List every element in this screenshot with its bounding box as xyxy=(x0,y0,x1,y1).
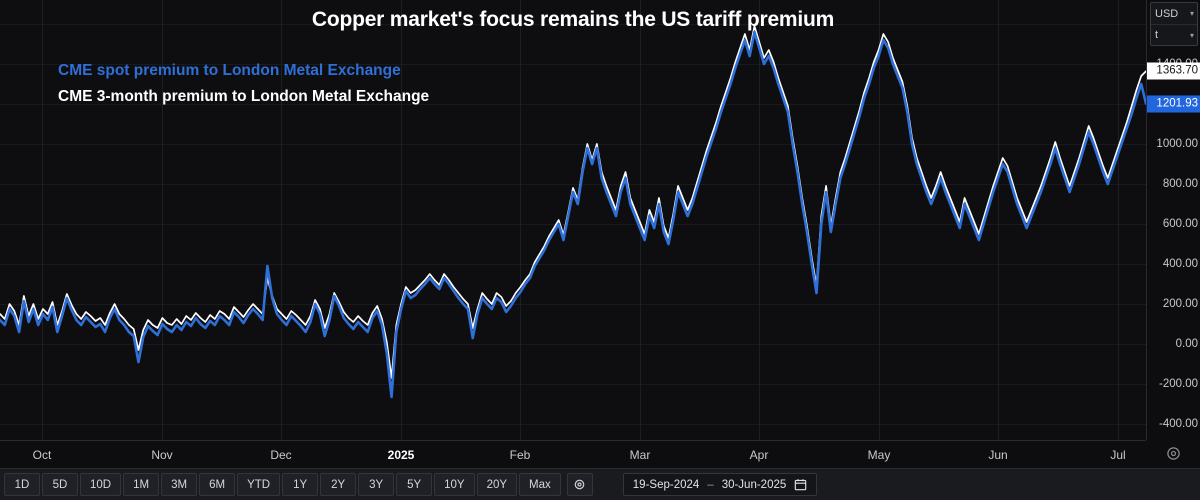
range-button-1y[interactable]: 1Y xyxy=(282,473,319,496)
axis-settings-gear-icon[interactable] xyxy=(1166,446,1181,461)
time-axis-tick-label: Apr xyxy=(749,448,769,462)
range-button-3y[interactable]: 3Y xyxy=(358,473,395,496)
gridline-horizontal xyxy=(0,224,1146,225)
gridline-vertical xyxy=(281,0,282,440)
chart-plot-area[interactable]: Copper market's focus remains the US tar… xyxy=(0,0,1146,440)
gridline-horizontal xyxy=(0,304,1146,305)
date-range-to: 30-Jun-2025 xyxy=(721,478,787,491)
gridline-horizontal xyxy=(0,384,1146,385)
price-axis-tick-label: 200.00 xyxy=(1162,298,1198,310)
date-range-picker[interactable]: 19-Sep-2024 – 30-Jun-2025 xyxy=(622,473,818,496)
gridline-vertical xyxy=(520,0,521,440)
chevron-down-icon: ▾ xyxy=(1189,9,1194,18)
gridline-horizontal xyxy=(0,144,1146,145)
range-button-max[interactable]: Max xyxy=(519,473,561,496)
gridline-horizontal xyxy=(0,104,1146,105)
unit-selectors: USD ▾ t ▾ xyxy=(1150,2,1198,46)
series-layer xyxy=(0,25,1146,399)
time-axis-tick-label: Jul xyxy=(1110,448,1126,462)
range-button-1m[interactable]: 1M xyxy=(123,473,160,496)
legend: CME spot premium to London Metal Exchang… xyxy=(58,58,429,110)
time-axis-tick-label: Oct xyxy=(32,448,52,462)
price-axis-tick-label: 0.00 xyxy=(1175,338,1198,350)
range-button-20y[interactable]: 20Y xyxy=(476,473,518,496)
date-range-from: 19-Sep-2024 xyxy=(632,478,700,491)
price-axis-tick-label: -200.00 xyxy=(1158,378,1198,390)
gridline-horizontal xyxy=(0,184,1146,185)
price-badge: 1201.93 xyxy=(1147,95,1200,113)
range-button-10d[interactable]: 10D xyxy=(80,473,122,496)
price-axis-tick-label: 800.00 xyxy=(1162,178,1198,190)
gridline-vertical xyxy=(998,0,999,440)
price-axis-tick-label: 600.00 xyxy=(1162,218,1198,230)
gridline-vertical xyxy=(162,0,163,440)
gridline-vertical xyxy=(640,0,641,440)
grid-layer xyxy=(0,0,1146,440)
time-axis-tick-label: Dec xyxy=(270,448,292,462)
time-axis-tick-label: Jun xyxy=(988,448,1008,462)
range-button-1d[interactable]: 1D xyxy=(4,473,40,496)
gear-icon xyxy=(574,479,585,490)
price-axis-tick-label: 400.00 xyxy=(1162,258,1198,270)
chart-toolbar: 1D 5D 10D 1M 3M 6M YTD 1Y 2Y 3Y 5Y 10Y 20Y Max 19-Sep… xyxy=(0,468,1200,500)
gridline-vertical xyxy=(759,0,760,440)
gridline-horizontal xyxy=(0,264,1146,265)
page-title: Copper market's focus remains the US tar… xyxy=(311,8,835,31)
gridline-horizontal xyxy=(0,64,1146,65)
range-button-group: 1D 5D 10D 1M 3M 6M YTD 1Y 2Y 3Y 5Y 10Y 20Y Max xyxy=(0,473,561,496)
time-axis-tick-label: Feb xyxy=(509,448,531,462)
price-axis-tick-label: -400.00 xyxy=(1158,418,1198,430)
price-badge: 1363.70 xyxy=(1147,62,1200,80)
gridline-vertical xyxy=(401,0,402,440)
price-axis-tick-label: 1000.00 xyxy=(1156,138,1198,150)
time-axis[interactable]: Oct Nov Dec 2025 Feb Mar Apr May Jun Jul xyxy=(0,440,1146,468)
time-axis-tick-label: Mar xyxy=(629,448,651,462)
time-axis-tick-label: Nov xyxy=(151,448,173,462)
gridline-horizontal xyxy=(0,344,1146,345)
currency-select[interactable]: USD ▾ xyxy=(1151,3,1197,24)
currency-value: USD xyxy=(1155,7,1179,20)
range-button-3m[interactable]: 3M xyxy=(161,473,198,496)
weight-unit-select[interactable]: t ▾ xyxy=(1151,24,1197,45)
range-button-5d[interactable]: 5D xyxy=(42,473,78,496)
legend-item-three-month-premium: CME 3-month premium to London Metal Exch… xyxy=(58,88,430,105)
gridline-horizontal xyxy=(0,424,1146,425)
date-range-separator: – xyxy=(707,478,714,491)
price-axis[interactable]: 1600.001400.001200.001000.00800.00600.00… xyxy=(1146,0,1200,440)
chevron-down-icon: ▾ xyxy=(1189,30,1194,40)
range-button-10y[interactable]: 10Y xyxy=(434,473,475,496)
gridline-vertical xyxy=(42,0,43,440)
gridline-horizontal xyxy=(0,24,1146,25)
calendar-icon xyxy=(794,479,807,491)
range-button-ytd[interactable]: YTD xyxy=(237,473,281,496)
chart-settings-button[interactable] xyxy=(566,473,593,496)
legend-item-spot-premium: CME spot premium to London Metal Exchang… xyxy=(58,62,401,79)
range-button-6m[interactable]: 6M xyxy=(199,473,236,496)
spot-premium-line xyxy=(0,30,1146,399)
time-axis-tick-label: 2025 xyxy=(387,448,415,462)
range-button-2y[interactable]: 2Y xyxy=(320,473,357,496)
range-button-5y[interactable]: 5Y xyxy=(396,473,433,496)
three-month-premium-line xyxy=(0,25,1146,379)
gridline-vertical xyxy=(879,0,880,440)
weight-unit-value: t xyxy=(1155,29,1159,41)
gridline-vertical xyxy=(1118,0,1119,440)
time-axis-tick-label: May xyxy=(867,448,891,462)
